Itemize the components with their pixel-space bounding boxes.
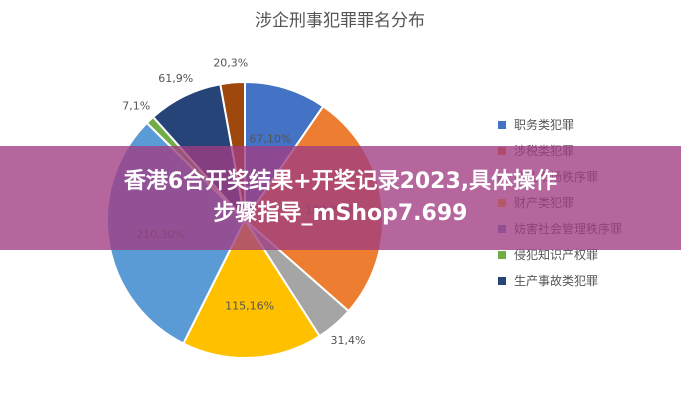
slice-label-7: 20,3% (213, 57, 248, 70)
chart-title: 涉企刑事犯罪罪名分布 (255, 11, 425, 31)
banner-line-2: 步骤指导_mShop7.699 (213, 201, 468, 226)
legend-swatch-0 (498, 121, 506, 129)
legend-swatch-5 (498, 251, 506, 259)
legend-label-5: 侵犯知识产权罪 (514, 247, 598, 262)
legend-label-6: 生产事故类犯罪 (514, 273, 598, 288)
overlay-banner: 香港6合开奖结果+开奖记录2023,具体操作 步骤指导_mShop7.699 (0, 146, 681, 250)
pie-slice-3 (182, 217, 321, 359)
legend-swatch-6 (498, 277, 506, 285)
legend-label-0: 职务类犯罪 (514, 117, 574, 132)
slice-label-6: 61,9% (158, 72, 193, 85)
slice-label-2: 31,4% (331, 334, 366, 347)
slice-label-3: 115,16% (225, 299, 274, 312)
slice-label-0: 67,10% (249, 132, 291, 145)
slice-label-5: 7,1% (122, 99, 150, 112)
banner-line-1: 香港6合开奖结果+开奖记录2023,具体操作 (123, 169, 558, 194)
